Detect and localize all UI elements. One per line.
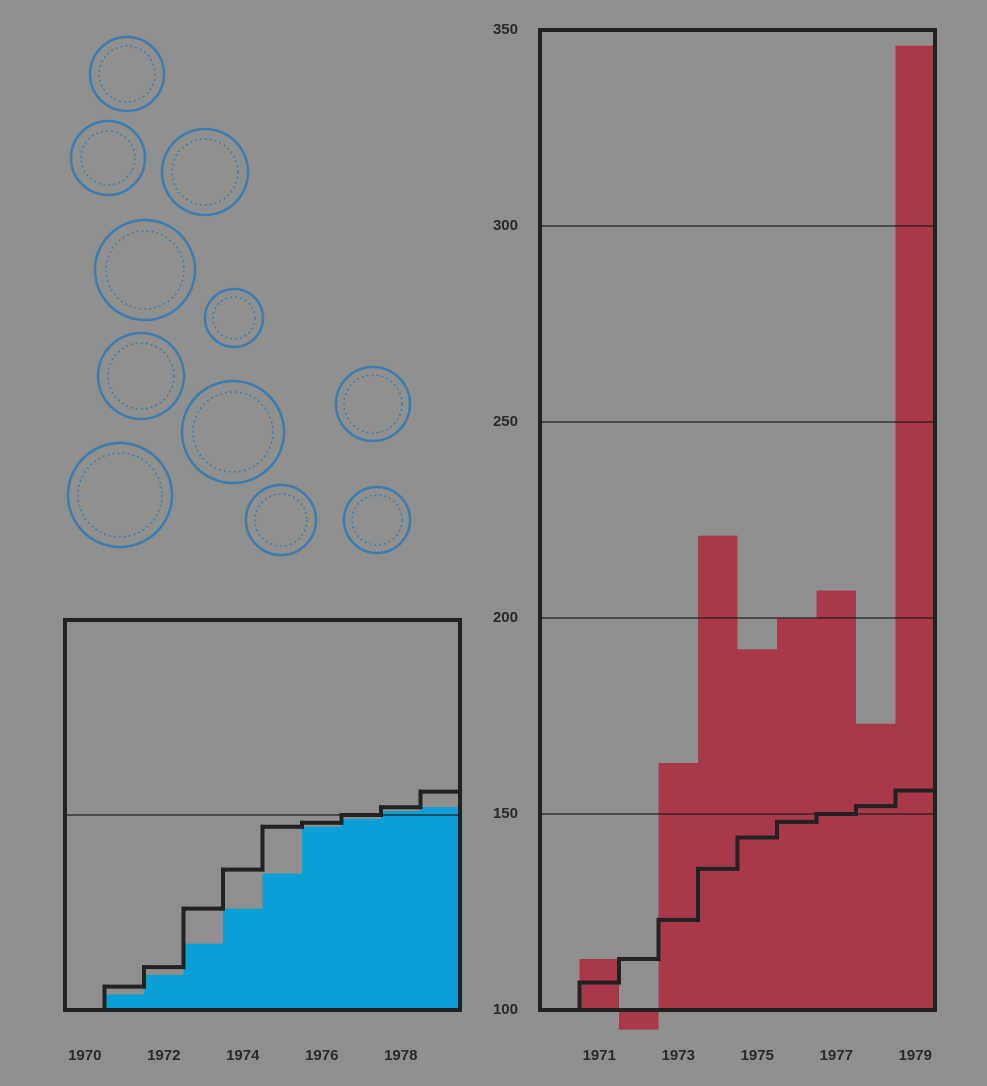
bar	[698, 535, 738, 1010]
bar	[856, 723, 896, 1010]
y-tick-label: 150	[493, 805, 518, 822]
x-tick-label: 1975	[741, 1047, 774, 1064]
x-tick-label: 1971	[583, 1047, 616, 1064]
step-area	[183, 943, 224, 1010]
plot-frame	[538, 28, 937, 1012]
step-area	[420, 807, 461, 1010]
y-tick-label: 300	[493, 217, 518, 234]
x-tick-label: 1978	[384, 1047, 417, 1064]
y-tick-label: 250	[493, 413, 518, 430]
plot-frame	[63, 618, 462, 1012]
y-tick-label: 200	[493, 609, 518, 626]
bar	[737, 649, 777, 1010]
bar	[895, 45, 935, 1011]
x-tick-label: 1973	[662, 1047, 695, 1064]
x-tick-label: 1979	[899, 1047, 932, 1064]
step-area	[104, 994, 145, 1010]
step-area	[302, 826, 342, 1010]
bar	[816, 590, 856, 1010]
coins	[66, 35, 412, 557]
step-area	[144, 974, 184, 1010]
bar	[619, 1010, 659, 1030]
bar	[658, 763, 698, 1010]
x-tick-label: 1972	[147, 1047, 180, 1064]
step-area	[262, 873, 303, 1010]
x-tick-label: 1970	[68, 1047, 101, 1064]
x-tick-label: 1974	[226, 1047, 260, 1064]
x-tick-label: 1977	[820, 1047, 853, 1064]
y-tick-label: 100	[493, 1001, 518, 1018]
x-tick-label: 1976	[305, 1047, 338, 1064]
step-area	[381, 811, 421, 1010]
step-area	[341, 818, 382, 1010]
step-area	[223, 908, 263, 1010]
y-tick-label: 350	[493, 21, 518, 38]
